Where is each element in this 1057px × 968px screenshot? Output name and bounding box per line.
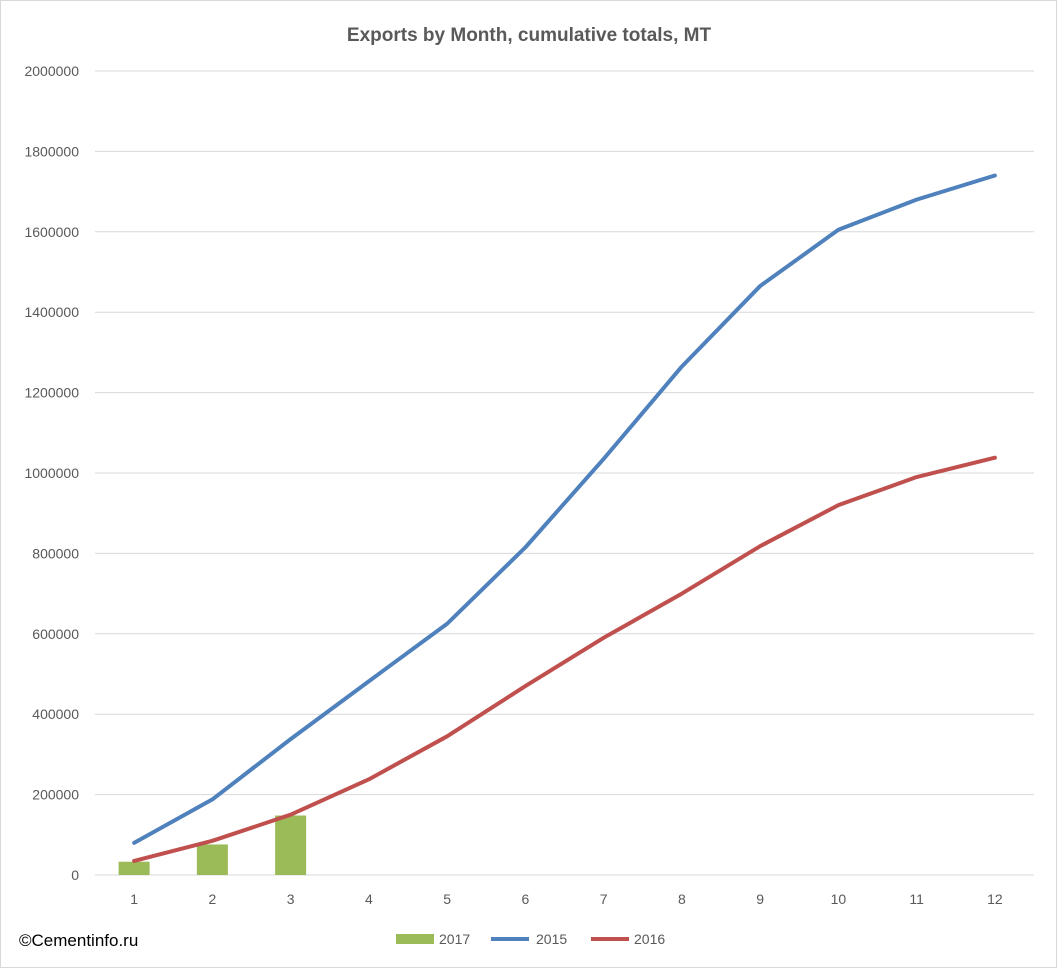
x-tick-label: 1	[130, 891, 138, 907]
x-tick-label: 2	[208, 891, 216, 907]
legend-label-2015: 2015	[536, 931, 567, 947]
legend-label-2017: 2017	[439, 931, 470, 947]
credit-text: ©Cementinfo.ru	[19, 931, 138, 950]
x-axis-tick-labels: 1 2 3 4 5 6 7 8 9 10 11 12	[130, 891, 1003, 907]
y-tick-label: 200000	[32, 787, 79, 803]
y-axis-tick-labels: 0 200000 400000 600000 800000 1000000 1200000 1…	[24, 63, 79, 883]
line-2016	[132, 455, 997, 863]
x-tick-label: 9	[756, 891, 764, 907]
y-tick-label: 2000000	[24, 63, 79, 79]
x-tick-label: 11	[909, 891, 924, 907]
bar-2017	[196, 844, 228, 875]
x-tick-label: 6	[521, 891, 529, 907]
legend: 2017 2015 2016	[396, 931, 665, 947]
y-tick-label: 1400000	[24, 304, 79, 320]
x-tick-label: 4	[365, 891, 373, 907]
x-tick-label: 7	[600, 891, 608, 907]
y-tick-label: 0	[71, 867, 79, 883]
chart-title: Exports by Month, cumulative totals, MT	[347, 25, 712, 46]
bar-series-2017	[118, 815, 307, 875]
x-tick-label: 8	[678, 891, 686, 907]
y-tick-label: 1600000	[24, 224, 79, 240]
x-tick-label: 5	[443, 891, 451, 907]
x-tick-label: 12	[987, 891, 1003, 907]
gridlines	[95, 70, 1034, 876]
bar-2017	[118, 861, 150, 875]
line-2015	[132, 173, 997, 845]
legend-label-2016: 2016	[634, 931, 665, 947]
x-tick-label: 10	[831, 891, 847, 907]
y-tick-label: 800000	[32, 545, 79, 561]
y-tick-label: 400000	[32, 706, 79, 722]
bar-2017	[275, 815, 307, 875]
x-tick-label: 3	[287, 891, 295, 907]
line-series	[132, 173, 997, 863]
y-tick-label: 600000	[32, 626, 79, 642]
y-tick-label: 1000000	[24, 465, 79, 481]
y-tick-label: 1800000	[24, 143, 79, 159]
legend-swatch-2017	[396, 934, 434, 944]
y-tick-label: 1200000	[24, 385, 79, 401]
